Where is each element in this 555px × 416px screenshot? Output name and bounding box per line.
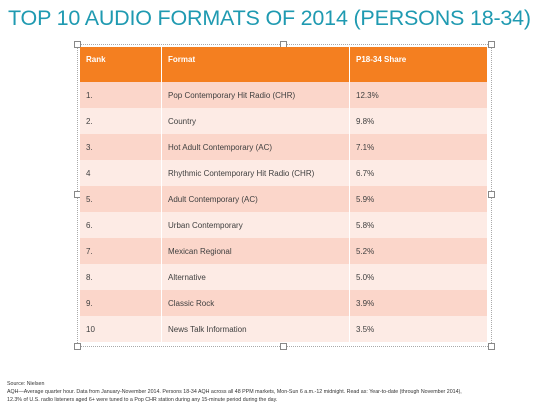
header-cell: Format [162, 47, 350, 82]
table-cell: Country [162, 108, 350, 134]
table-cell: Classic Rock [162, 290, 350, 316]
table-cell: 7.1% [356, 142, 375, 152]
table-cell: 6.7% [356, 168, 375, 178]
table-cell: 3.5% [356, 324, 375, 334]
header-cell: P18-34 Share [356, 55, 407, 64]
table-cell: 8. [80, 264, 162, 290]
footnote: 12.3% of U.S. radio listeners aged 6+ we… [7, 397, 278, 403]
table-cell: Alternative [162, 264, 350, 290]
table-row: 10 News Talk Information 3.5% [80, 316, 487, 342]
table-cell: Pop Contemporary Hit Radio (CHR) [162, 82, 350, 108]
table-cell: Rhythmic Contemporary Hit Radio (CHR) [162, 160, 350, 186]
table-row: 5. Adult Contemporary (AC) 5.9% [80, 186, 487, 212]
table-row: 4 Rhythmic Contemporary Hit Radio (CHR) 6.… [80, 160, 487, 186]
table-cell: Hot Adult Contemporary (AC) [162, 134, 350, 160]
table-cell: 9. [80, 290, 162, 316]
table: Rank Format P18-34 Share 1. Pop Contemporary… [80, 47, 487, 342]
table-cell: 10 [80, 316, 162, 342]
header-row: Rank Format P18-34 Share [80, 47, 487, 82]
table-cell: 7. [80, 238, 162, 264]
slide-title: TOP 10 AUDIO FORMATS OF 2014 (PERSONS 18… [8, 6, 531, 30]
table-cell: Adult Contemporary (AC) [162, 186, 350, 212]
table-cell: 2. [80, 108, 162, 134]
table-cell: 9.8% [356, 116, 375, 126]
table-cell: 5.2% [356, 246, 375, 256]
header-cell: Rank [80, 47, 162, 82]
handle [280, 343, 287, 350]
table-row: 6. Urban Contemporary 5.8% [80, 212, 487, 238]
table-cell: 12.3% [356, 90, 379, 100]
table-cell: 3. [80, 134, 162, 160]
table-row: 3. Hot Adult Contemporary (AC) 7.1% [80, 134, 487, 160]
table-row: 8. Alternative 5.0% [80, 264, 487, 290]
table-cell: 5.8% [356, 220, 375, 230]
footnote: AQH—Average quarter hour. Data from Janu… [7, 389, 462, 395]
table-cell: 4 [80, 160, 162, 186]
handle [488, 343, 495, 350]
footnote: Source: Nielsen [7, 381, 45, 387]
table-row: 9. Classic Rock 3.9% [80, 290, 487, 316]
table-cell: 6. [80, 212, 162, 238]
table-cell: 5.9% [356, 194, 375, 204]
handle [488, 191, 495, 198]
selection-frame [74, 41, 495, 350]
handle [74, 41, 81, 48]
table-cell: Urban Contemporary [162, 212, 350, 238]
handle [74, 343, 81, 350]
table-row: 2. Country 9.8% [80, 108, 487, 134]
footnotes: Source: Nielsen AQH—Average quarter hour.… [7, 380, 462, 404]
table-cell: Mexican Regional [162, 238, 350, 264]
table-cell: 3.9% [356, 298, 375, 308]
table-cell: 5. [80, 186, 162, 212]
table-cell: 1. [80, 82, 162, 108]
handle [488, 41, 495, 48]
table-row: 1. Pop Contemporary Hit Radio (CHR) 12.3% [80, 82, 487, 108]
table-cell: 5.0% [356, 272, 375, 282]
table-row: 7. Mexican Regional 5.2% [80, 238, 487, 264]
table-cell: News Talk Information [162, 316, 350, 342]
